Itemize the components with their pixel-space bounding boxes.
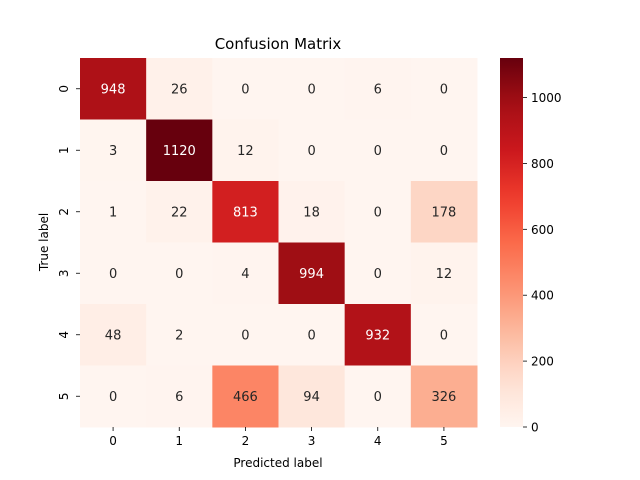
cell-0-0 [80,58,147,120]
colorbar-tick-label-2: 400 [531,289,554,303]
cell-label-3-1: 0 [175,267,183,282]
cell-4-2 [212,304,279,366]
cell-0-2 [212,58,279,120]
x-axis: 0 1 2 3 4 5 [109,427,448,448]
cell-2-0 [80,181,147,243]
x-tick-label-2: 2 [242,434,250,448]
y-axis-label: True label [37,213,51,272]
cell-label-3-0: 0 [109,267,117,282]
cell-label-4-1: 2 [175,328,183,343]
cell-4-4 [344,304,412,366]
cell-2-2 [212,181,279,243]
colorbar-tick-label-4: 800 [531,157,554,171]
colorbar-ticks: 0 200 400 600 800 1000 [523,91,562,435]
cell-1-0 [80,119,147,182]
cell-1-2 [212,119,279,182]
y-tick-label-4: 4 [57,331,71,339]
cell-label-2-4: 0 [374,205,382,220]
cell-2-5 [410,181,478,243]
cell-3-1 [146,242,213,305]
x-axis-label: Predicted label [233,456,322,470]
cell-1-4 [344,119,412,182]
cell-label-1-5: 0 [440,144,448,159]
cell-1-1 [146,119,213,182]
cell-0-4 [344,58,412,120]
cell-label-0-0: 948 [101,82,126,97]
cell-4-0 [80,304,147,366]
x-tick-label-3: 3 [308,434,316,448]
cell-5-5 [410,365,478,428]
x-tick-label-0: 0 [109,434,117,448]
cell-label-0-2: 0 [241,82,249,97]
colorbar-tick-label-5: 1000 [531,91,562,105]
cell-label-5-5: 326 [432,390,457,405]
cell-label-5-3: 94 [303,390,320,405]
cell-label-5-2: 466 [233,390,258,405]
cell-3-4 [344,242,412,305]
cell-label-4-0: 48 [105,328,122,343]
cell-label-2-5: 178 [432,205,457,220]
cell-label-3-2: 4 [241,267,249,282]
cell-label-4-2: 0 [241,328,249,343]
cell-0-3 [278,58,346,120]
y-axis: 0 1 2 3 4 5 [57,85,80,400]
colorbar [500,58,523,427]
cell-label-0-4: 6 [374,82,382,97]
cell-5-2 [212,365,279,428]
cell-label-1-4: 0 [374,144,382,159]
x-tick-label-4: 4 [374,434,382,448]
y-tick-label-2: 2 [57,208,71,216]
cell-label-1-0: 3 [109,144,117,159]
colorbar-tick-label-0: 0 [531,421,539,435]
y-tick-label-0: 0 [57,85,71,93]
y-tick-label-5: 5 [57,392,71,400]
cell-3-3 [278,242,346,305]
cell-2-1 [146,181,213,243]
cell-5-0 [80,365,147,428]
cell-label-0-1: 26 [171,82,188,97]
cell-label-5-4: 0 [374,390,382,405]
cell-0-1 [146,58,213,120]
cell-3-0 [80,242,147,305]
cell-label-2-0: 1 [109,205,117,220]
cell-label-2-2: 813 [233,205,258,220]
cell-label-4-4: 932 [365,328,390,343]
cell-3-2 [212,242,279,305]
cell-5-4 [344,365,412,428]
cell-label-5-0: 0 [109,390,117,405]
cell-4-5 [410,304,478,366]
cell-label-1-3: 0 [307,144,315,159]
cell-label-4-5: 0 [440,328,448,343]
cell-label-3-5: 12 [436,267,453,282]
cell-0-5 [410,58,478,120]
colorbar-tick-label-3: 600 [531,223,554,237]
cell-label-3-3: 994 [299,267,324,282]
cell-2-3 [278,181,346,243]
cell-5-3 [278,365,346,428]
cell-label-0-5: 0 [440,82,448,97]
y-tick-label-1: 1 [57,146,71,154]
cell-label-5-1: 6 [175,390,183,405]
cell-label-3-4: 0 [374,267,382,282]
cell-label-4-3: 0 [307,328,315,343]
colorbar-tick-label-1: 200 [531,355,554,369]
cell-label-1-2: 12 [237,144,254,159]
cell-label-2-3: 18 [303,205,320,220]
cell-label-0-3: 0 [307,82,315,97]
cell-4-1 [146,304,213,366]
chart-title: Confusion Matrix [215,35,342,53]
cell-label-2-1: 22 [171,205,188,220]
cell-4-3 [278,304,346,366]
cell-1-3 [278,119,346,182]
x-tick-label-1: 1 [175,434,183,448]
cell-1-5 [410,119,478,182]
x-tick-label-5: 5 [440,434,448,448]
cell-2-4 [344,181,412,243]
cell-label-1-1: 1120 [163,144,196,159]
y-tick-label-3: 3 [57,269,71,277]
cell-3-5 [410,242,478,305]
cell-5-1 [146,365,213,428]
